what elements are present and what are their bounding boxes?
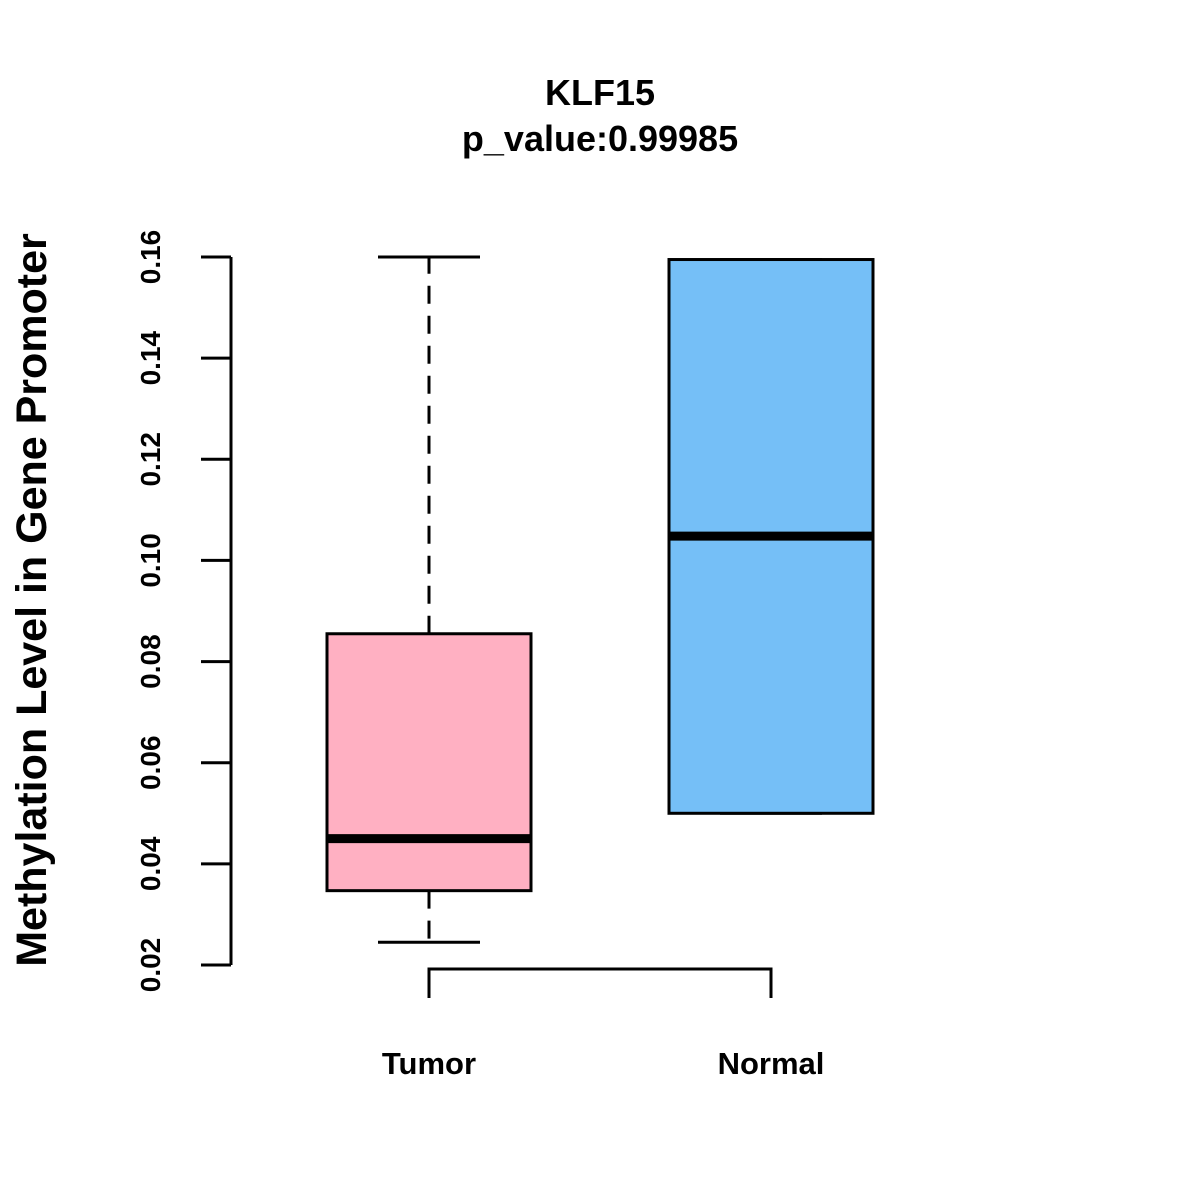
x-category-label: Normal [718, 1046, 825, 1081]
x-category-label: Tumor [382, 1046, 476, 1081]
y-axis: 0.02 0.04 0.06 0.08 0.10 0.12 0.14 0.16 [135, 230, 233, 993]
box-tumor [325, 255, 533, 944]
box-normal [667, 258, 875, 815]
y-tick-label: 0.10 [135, 533, 166, 588]
y-tick-label: 0.16 [135, 230, 166, 285]
x-axis-category-labels: Tumor Normal [382, 1046, 824, 1081]
y-axis-label: Methylation Level in Gene Promoter [8, 233, 56, 967]
y-tick-label: 0.12 [135, 432, 166, 487]
y-tick-label: 0.02 [135, 938, 166, 993]
y-tick-label: 0.08 [135, 634, 166, 689]
y-tick-label: 0.04 [135, 836, 166, 891]
chart-subtitle: p_value:0.99985 [462, 118, 738, 159]
box-iqr [325, 632, 533, 893]
y-tick-label: 0.14 [135, 330, 166, 385]
comparison-bracket [427, 967, 773, 998]
y-tick-label: 0.06 [135, 735, 166, 790]
box-group [325, 255, 875, 944]
chart-title: KLF15 [545, 72, 655, 113]
comparison-bracket-group [427, 967, 773, 998]
